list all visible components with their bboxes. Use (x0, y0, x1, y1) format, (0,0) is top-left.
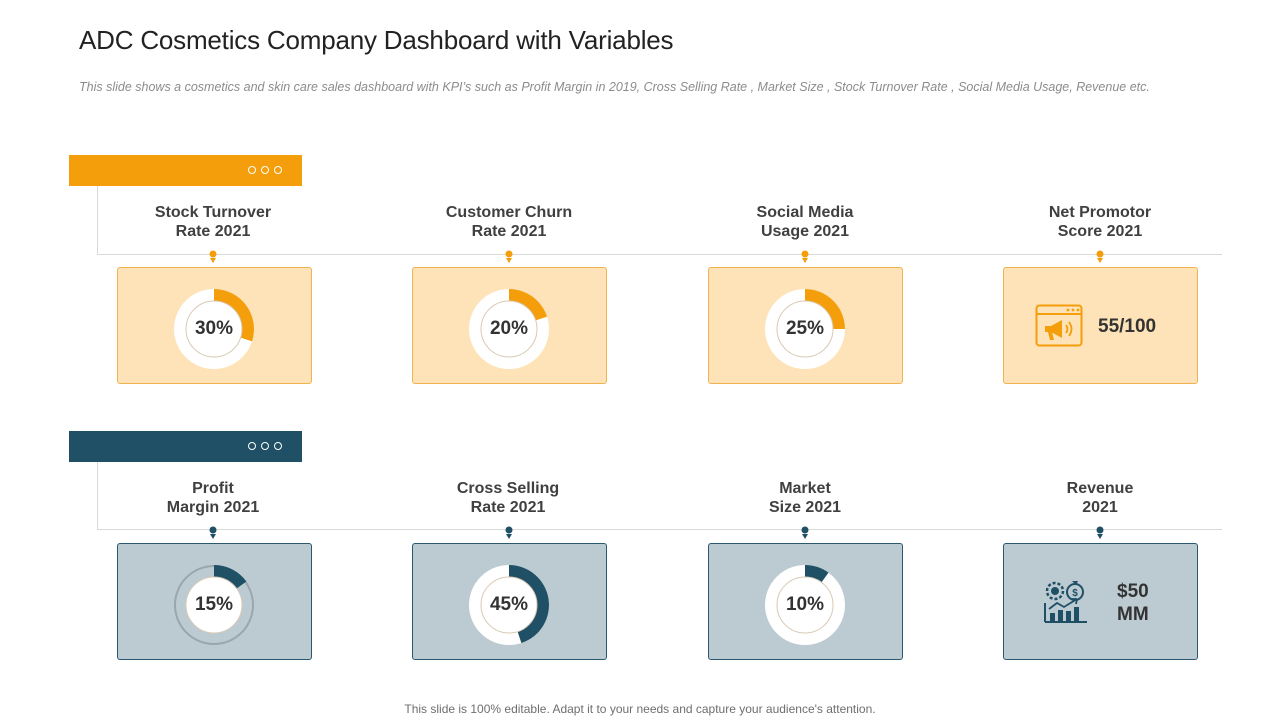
kpi-value: 30% (194, 318, 234, 339)
pin-marker-icon (209, 250, 217, 263)
pin-marker-icon (209, 526, 217, 539)
kpi-card-net-promotor: 55/100 (1003, 267, 1198, 384)
donut-hole (776, 300, 834, 358)
kpi-label-customer-churn: Customer Churn Rate 2021 (445, 204, 573, 240)
donut-chart (765, 289, 845, 369)
donut-chart (174, 289, 254, 369)
kpi-label-stock-turnover: Stock Turnover Rate 2021 (154, 204, 272, 240)
kpi-card-profit-margin: 15% (117, 543, 312, 660)
donut-chart (469, 289, 549, 369)
divider-horizontal-bottom (97, 529, 1222, 530)
kpi-card-revenue: $ $50 MM (1003, 543, 1198, 660)
pin-marker-icon (1096, 250, 1104, 263)
donut-value-arc (509, 565, 549, 644)
kpi-value: 25% (785, 318, 825, 339)
kpi-value: 55/100 (1098, 316, 1157, 337)
kpi-label-cross-selling: Cross Selling Rate 2021 (456, 480, 560, 516)
donut-hole (480, 300, 538, 358)
donut-value-arc (214, 565, 247, 589)
donut-hole (185, 576, 243, 634)
kpi-value: 45% (489, 594, 529, 615)
megaphone-browser-icon (1035, 304, 1083, 347)
kpi-label-market-size: Market Size 2021 (768, 480, 842, 516)
kpi-card-stock-turnover: 30% (117, 267, 312, 384)
donut-chart (765, 565, 845, 645)
kpi-value: 10% (785, 594, 825, 615)
donut-hole (480, 576, 538, 634)
kpi-card-social-media: 25% (708, 267, 903, 384)
donut-value-arc (214, 289, 254, 342)
kpi-card-market-size: 10% (708, 543, 903, 660)
revenue-growth-icon: $ (1044, 581, 1087, 623)
donut-value-arc (805, 565, 829, 583)
kpi-value: $50 MM (1117, 581, 1149, 625)
donut-chart (174, 565, 254, 645)
kpi-card-cross-selling: 45% (412, 543, 607, 660)
pin-marker-icon (505, 250, 513, 263)
kpi-label-social-media: Social Media Usage 2021 (756, 204, 854, 240)
kpi-card-customer-churn: 20% (412, 267, 607, 384)
donut-value-arc (509, 289, 548, 321)
kpi-label-profit-margin: Profit Margin 2021 (166, 480, 260, 516)
pin-marker-icon (801, 250, 809, 263)
kpi-label-revenue: Revenue 2021 (1066, 480, 1134, 516)
divider-vertical-bottom (97, 462, 98, 529)
donut-chart (469, 565, 549, 645)
pin-marker-icon (1096, 526, 1104, 539)
divider-vertical-top (97, 186, 98, 254)
kpi-value: 20% (489, 318, 529, 339)
section-bar-top (69, 155, 302, 186)
divider-horizontal-top (97, 254, 1222, 255)
page-title: ADC Cosmetics Company Dashboard with Var… (79, 25, 674, 55)
more-dots-icon (248, 442, 282, 450)
donut-hole (185, 300, 243, 358)
donut-hole (776, 576, 834, 634)
svg-text:$: $ (1072, 588, 1078, 599)
footer-note: This slide is 100% editable. Adapt it to… (404, 702, 876, 716)
more-dots-icon (248, 166, 282, 174)
pin-marker-icon (505, 526, 513, 539)
kpi-label-net-promotor: Net Promotor Score 2021 (1048, 204, 1152, 240)
section-bar-bottom (69, 431, 302, 462)
kpi-value: 15% (194, 594, 234, 615)
pin-marker-icon (801, 526, 809, 539)
page-subtitle: This slide shows a cosmetics and skin ca… (79, 80, 1150, 94)
